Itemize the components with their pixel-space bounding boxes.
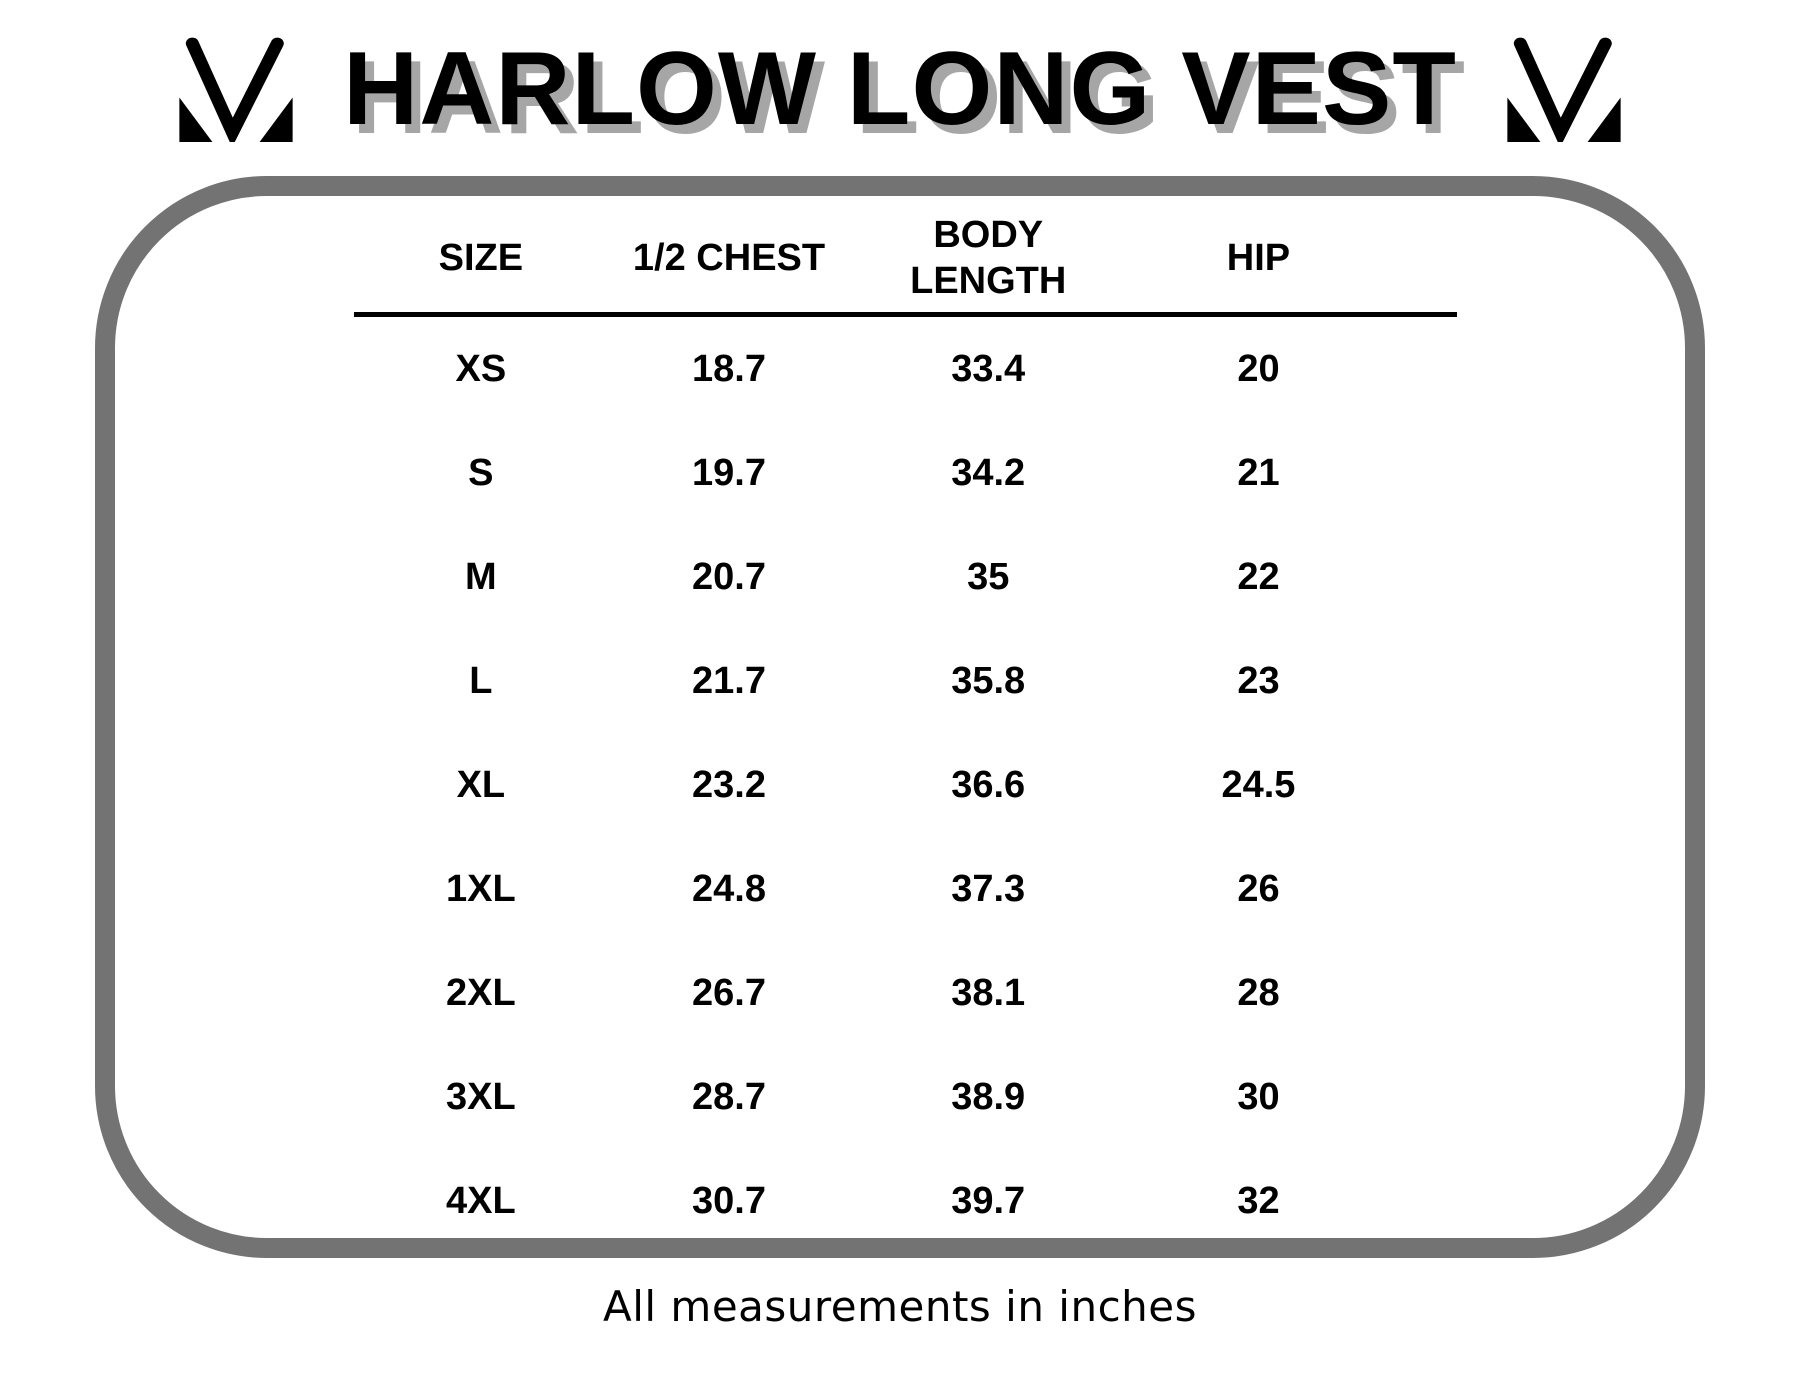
page-title: HARLOW LONG VEST [343, 31, 1457, 147]
table-header-row: SIZE 1/2 CHEST BODY LENGTH HIP [354, 210, 1457, 306]
half-chest-value: 23.2 [692, 763, 766, 806]
size-table: SIZE 1/2 CHEST BODY LENGTH HIP XS 18.7 3… [354, 210, 1457, 1238]
hip-value: 24.5 [1221, 763, 1296, 806]
table-row-xs: XS 18.7 33.4 20 [354, 317, 1457, 421]
header-divider-line [354, 312, 1457, 317]
half-chest-value: 30.7 [692, 1179, 766, 1222]
hip-value: 26 [1237, 867, 1280, 910]
size-label: S [468, 451, 494, 494]
table-row-m: M 20.7 35 22 [354, 525, 1457, 629]
body-length-value: 35.8 [951, 659, 1026, 702]
half-chest-value: 18.7 [692, 347, 766, 390]
hip-value: 23 [1237, 659, 1280, 702]
hip-value: 30 [1237, 1075, 1280, 1118]
half-chest-value: 24.8 [692, 867, 766, 910]
body-length-value: 37.3 [951, 867, 1026, 910]
table-row-xl: XL 23.2 36.6 24.5 [354, 733, 1457, 837]
table-row-l: L 21.7 35.8 23 [354, 629, 1457, 733]
size-label: 2XL [445, 971, 516, 1014]
hip-value: 22 [1237, 555, 1280, 598]
body-length-value: 38.9 [951, 1075, 1026, 1118]
body-length-value: 36.6 [951, 763, 1026, 806]
body-length-value: 33.4 [951, 347, 1026, 390]
size-label: XS [455, 347, 507, 390]
table-row-1xl: 1XL 24.8 37.3 26 [354, 837, 1457, 941]
size-label: L [469, 659, 493, 702]
half-chest-value: 19.7 [692, 451, 766, 494]
hip-value: 28 [1237, 971, 1280, 1014]
table-row-s: S 19.7 34.2 21 [354, 421, 1457, 525]
brand-monogram-icon [1507, 37, 1621, 142]
body-length-value: 38.1 [951, 971, 1026, 1014]
body-length-value: 35 [967, 555, 1010, 598]
brand-monogram-icon [179, 37, 293, 142]
size-label: 4XL [445, 1179, 516, 1222]
half-chest-value: 26.7 [692, 971, 766, 1014]
size-label: 1XL [445, 867, 516, 910]
hip-value: 21 [1237, 451, 1280, 494]
size-chart-frame: SIZE 1/2 CHEST BODY LENGTH HIP XS 18.7 3… [95, 176, 1705, 1258]
table-row-4xl: 4XL 30.7 39.7 32 [354, 1149, 1457, 1238]
column-header-body-length: BODY LENGTH [910, 213, 1067, 302]
measurement-unit-note: All measurements in inches [602, 1282, 1198, 1331]
size-label: 3XL [445, 1075, 516, 1118]
column-header-half-chest: 1/2 CHEST [632, 236, 826, 279]
size-label: M [465, 555, 497, 598]
page-header: HARLOW LONG VEST [0, 0, 1800, 152]
body-length-value: 39.7 [951, 1179, 1026, 1222]
column-header-hip: HIP [1226, 236, 1291, 279]
half-chest-value: 20.7 [692, 555, 766, 598]
hip-value: 20 [1237, 347, 1280, 390]
half-chest-value: 21.7 [692, 659, 766, 702]
column-header-size: SIZE [438, 236, 524, 279]
hip-value: 32 [1237, 1179, 1280, 1222]
size-label: XL [456, 763, 506, 806]
half-chest-value: 28.7 [692, 1075, 766, 1118]
table-row-3xl: 3XL 28.7 38.9 30 [354, 1045, 1457, 1149]
body-length-value: 34.2 [951, 451, 1026, 494]
table-row-2xl: 2XL 26.7 38.1 28 [354, 941, 1457, 1045]
